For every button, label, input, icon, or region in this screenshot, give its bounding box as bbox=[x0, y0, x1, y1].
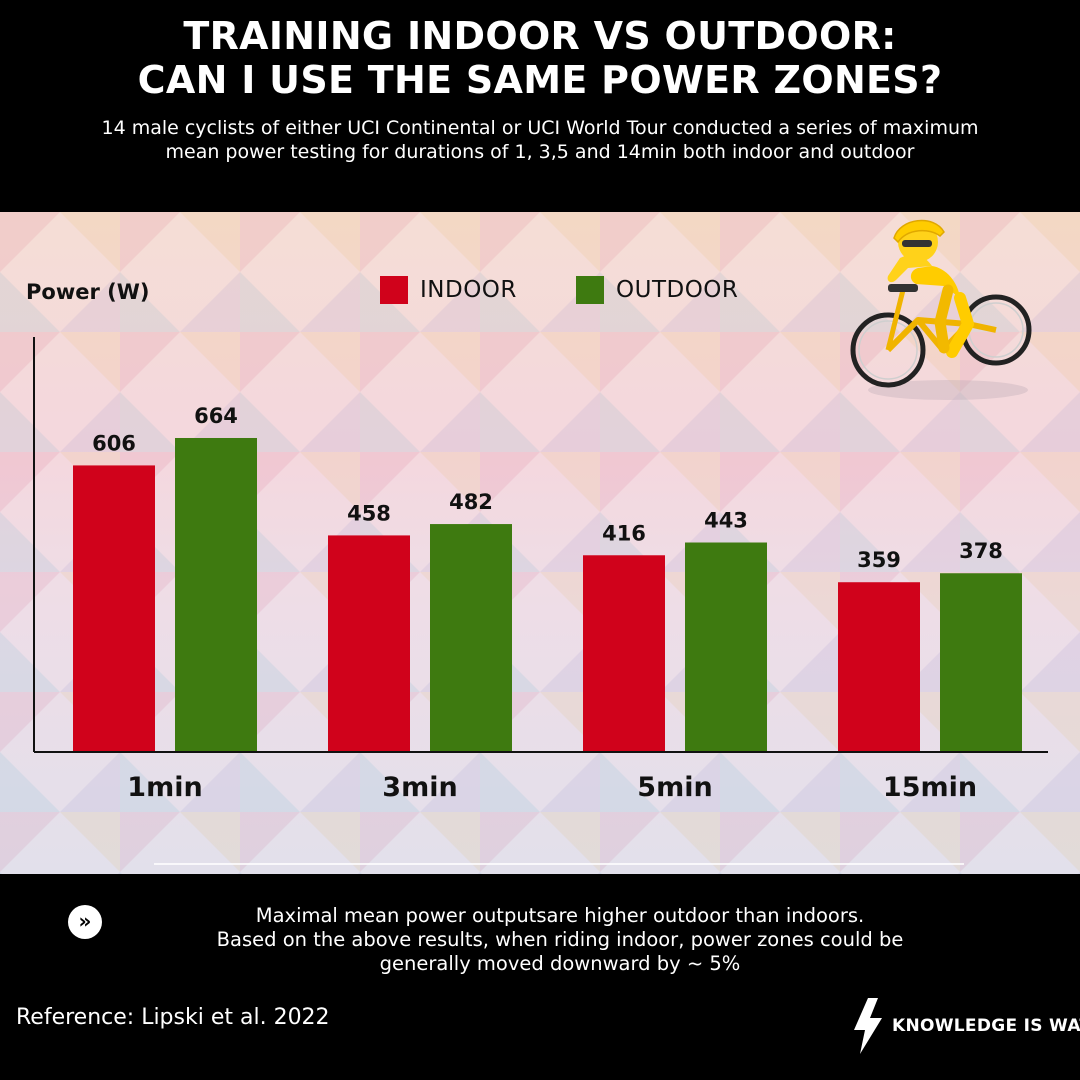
conclusion-note: Maximal mean power outputsare higher out… bbox=[150, 904, 970, 976]
data-label-indoor-3min: 458 bbox=[347, 501, 391, 525]
bar-indoor-1min bbox=[73, 465, 155, 752]
data-label-indoor-1min: 606 bbox=[92, 431, 136, 455]
title-line-2: CAN I USE THE SAME POWER ZONES? bbox=[137, 58, 943, 102]
bar-outdoor-5min bbox=[685, 542, 767, 752]
bar-indoor-3min bbox=[328, 535, 410, 752]
bar-indoor-15min bbox=[838, 582, 920, 752]
bar-outdoor-15min bbox=[940, 573, 1022, 752]
bar-outdoor-1min bbox=[175, 437, 257, 752]
data-label-indoor-5min: 416 bbox=[602, 521, 646, 545]
double-chevron-right-icon: » bbox=[68, 905, 102, 939]
legend-label-outdoor: OUTDOOR bbox=[616, 277, 739, 303]
y-axis-label: Power (W) bbox=[26, 280, 150, 304]
bar-outdoor-3min bbox=[430, 524, 512, 752]
x-tick-label-15min: 15min bbox=[883, 772, 977, 803]
bar-indoor-5min bbox=[583, 555, 665, 752]
cyclist-icon bbox=[850, 219, 1032, 400]
bar-chart: 606 664 1min 458 482 3min 416 443 5min 359 378 15mi… bbox=[33, 337, 1048, 865]
data-label-outdoor-15min: 378 bbox=[959, 539, 1003, 563]
brand-logo: KNOWLEDGE IS WATT bbox=[852, 998, 1080, 1054]
data-label-outdoor-3min: 482 bbox=[449, 490, 493, 514]
legend-label-indoor: INDOOR bbox=[420, 277, 517, 303]
reference-text: Reference: Lipski et al. 2022 bbox=[16, 1005, 330, 1030]
legend-swatch-outdoor bbox=[576, 276, 604, 304]
note-line-3: generally moved downward by ~ 5% bbox=[379, 952, 741, 975]
data-label-outdoor-5min: 443 bbox=[704, 509, 748, 533]
note-line-1: Maximal mean power outputsare higher out… bbox=[255, 904, 865, 927]
header: TRAINING INDOOR VS OUTDOOR: CAN I USE TH… bbox=[0, 0, 1080, 212]
note-line-2: Based on the above results, when riding … bbox=[216, 928, 904, 951]
x-tick-label-3min: 3min bbox=[382, 772, 457, 803]
lightning-bolt-icon bbox=[854, 998, 882, 1054]
footer: » Maximal mean power outputsare higher o… bbox=[0, 874, 1080, 1080]
brand-name: KNOWLEDGE IS WATT bbox=[892, 1016, 1080, 1036]
data-label-outdoor-1min: 664 bbox=[194, 404, 238, 428]
title-line-1: TRAINING INDOOR VS OUTDOOR: bbox=[183, 14, 897, 58]
page-subtitle: 14 male cyclists of either UCI Continent… bbox=[101, 117, 979, 163]
x-tick-label-5min: 5min bbox=[637, 772, 712, 803]
chart-panel: Power (W) INDOOR OUTDOOR 606 664 1min 458 48… bbox=[0, 212, 1080, 874]
data-label-indoor-15min: 359 bbox=[857, 548, 901, 572]
page-title: TRAINING INDOOR VS OUTDOOR: CAN I USE TH… bbox=[0, 14, 1080, 102]
x-tick-label-1min: 1min bbox=[127, 772, 202, 803]
legend-swatch-indoor bbox=[380, 276, 408, 304]
